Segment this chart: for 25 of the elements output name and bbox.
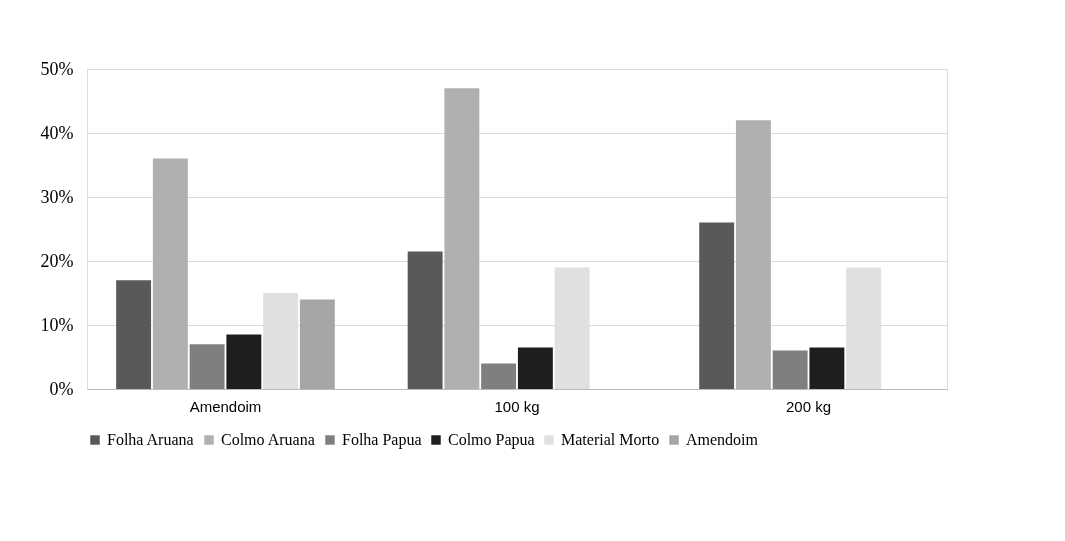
bar <box>189 344 225 389</box>
bar <box>809 347 845 389</box>
legend-label: Colmo Aruana <box>221 431 315 448</box>
legend-label: Folha Aruana <box>107 431 194 448</box>
bar <box>226 334 262 389</box>
y-tick-label: 10% <box>40 314 74 335</box>
bar <box>772 350 808 389</box>
x-tick-label: 200 kg <box>786 397 832 415</box>
bar <box>407 251 443 389</box>
y-tick-label: 50% <box>40 58 74 79</box>
x-tick-label: 100 kg <box>494 397 540 415</box>
legend-label: Amendoim <box>686 431 759 448</box>
y-tick-label: 40% <box>40 122 74 143</box>
y-tick-label: 0% <box>49 378 74 399</box>
legend-label: Folha Papua <box>342 431 422 449</box>
y-tick-label: 30% <box>40 186 74 207</box>
legend-label: Colmo Papua <box>448 431 535 449</box>
x-tick-label: Amendoim <box>189 397 262 415</box>
bar <box>699 222 735 389</box>
bar <box>116 280 152 389</box>
bar <box>299 299 335 389</box>
bar <box>481 363 517 389</box>
legend-label: Material Morto <box>561 431 660 448</box>
bar <box>517 347 553 389</box>
y-tick-label: 20% <box>40 250 74 271</box>
